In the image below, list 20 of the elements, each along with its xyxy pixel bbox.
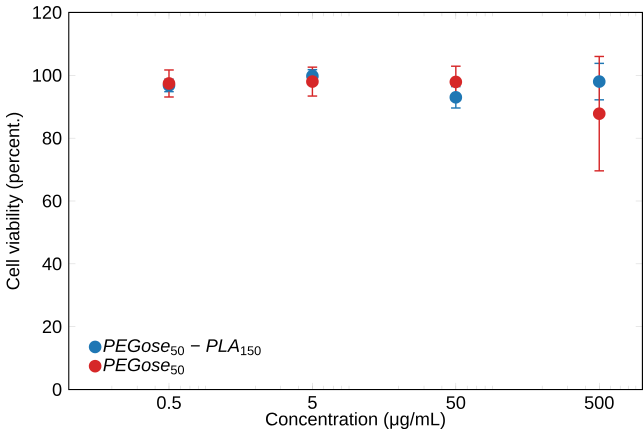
point [592, 107, 606, 120]
point [450, 76, 462, 88]
point [592, 75, 606, 88]
y-tick-label: 100 [33, 68, 62, 82]
y-tick-label: 80 [42, 132, 62, 145]
x-tick-label: 0.5 [157, 396, 181, 409]
y-tick-label: 20 [42, 320, 62, 334]
y-tick-label: 0 [52, 383, 62, 396]
y-tick-label: 40 [42, 257, 62, 270]
x-axis-title: Concentration (μg/mL) [266, 412, 445, 430]
legend-label: PEGose$_{50}$ [103, 358, 184, 374]
point [450, 90, 462, 104]
x-tick-label: 500 [584, 396, 614, 409]
x-tick-label: 50 [446, 396, 466, 409]
legend-label: PEGose$_{50}$ − PLA$_{150}$ [103, 339, 261, 356]
y-axis-title: Cell viability (percent.) [6, 112, 23, 290]
point [306, 75, 319, 88]
y-tick-label: 120 [33, 6, 62, 19]
y-tick-label: 60 [42, 194, 62, 208]
x-tick-label: 5 [308, 396, 317, 409]
